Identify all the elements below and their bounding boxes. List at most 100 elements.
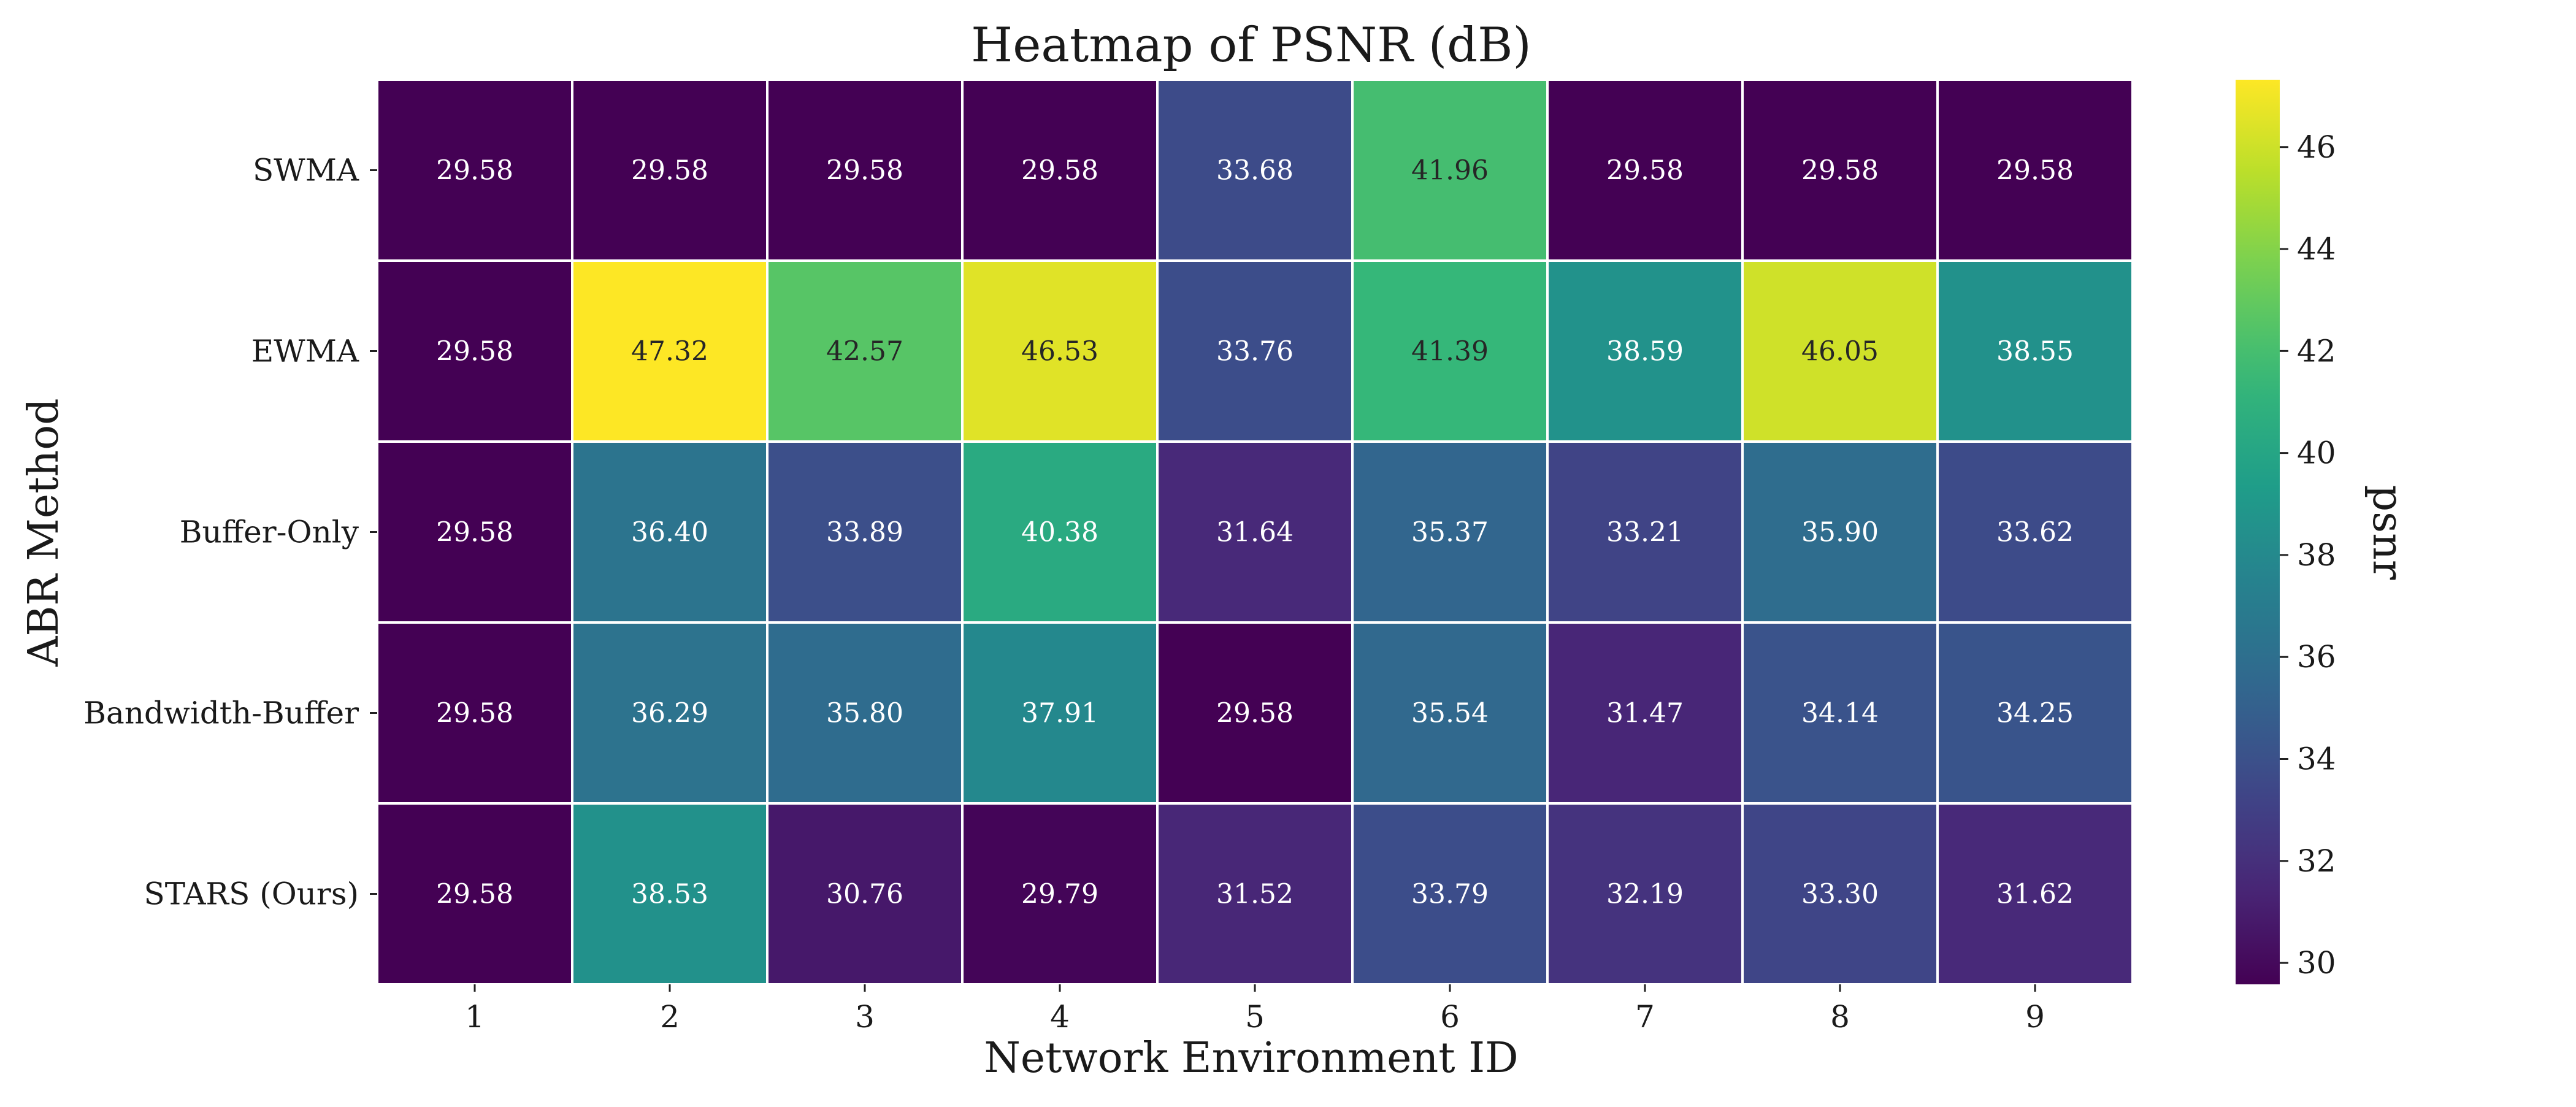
y-tick-label: SWMA	[253, 153, 359, 188]
colorbar-tick-label: 32	[2297, 843, 2336, 879]
heatmap-cell	[1351, 79, 1549, 262]
cell-value-label: 29.79	[1021, 879, 1098, 910]
cell-value-label: 29.58	[1801, 155, 1879, 186]
cell-value-label: 41.96	[1411, 155, 1489, 186]
heatmap-cell	[571, 79, 769, 262]
cell-value-label: 35.37	[1411, 517, 1489, 548]
cell-value-label: 38.55	[1996, 336, 2074, 367]
heatmap-cell	[376, 79, 573, 262]
heatmap-cell	[766, 802, 964, 986]
heatmap-cell	[961, 440, 1159, 624]
heatmap-cell	[376, 802, 573, 986]
colorbar-label: psnr	[2363, 485, 2412, 580]
colorbar-tick-label: 42	[2297, 333, 2336, 369]
colorbar-tick-label: 30	[2297, 945, 2336, 981]
cell-value-label: 31.52	[1216, 879, 1294, 910]
heatmap-cell	[1741, 79, 1939, 262]
colorbar-ticks: 30 32 34 36 38 40 42 44 46	[2280, 129, 2336, 981]
colorbar-tick-label: 44	[2297, 231, 2336, 267]
heatmap-cell	[571, 621, 769, 805]
cell-value-label: 29.58	[1606, 155, 1684, 186]
heatmap-cell	[376, 259, 573, 443]
cell-value-label: 33.76	[1216, 336, 1294, 367]
heatmap-cell	[1741, 621, 1939, 805]
cell-value-label: 36.40	[631, 517, 708, 548]
x-axis-label: Network Environment ID	[984, 1034, 1518, 1082]
heatmap-cell	[1936, 621, 2134, 805]
cell-value-label: 29.58	[826, 155, 903, 186]
heatmap-cell	[1936, 802, 2134, 986]
cell-value-label: 42.57	[826, 336, 903, 367]
cell-value-label: 35.80	[826, 698, 903, 729]
y-tick-label: STARS (Ours)	[144, 876, 359, 912]
heatmap-cell	[1156, 259, 1354, 443]
cell-value-label: 33.30	[1801, 879, 1879, 910]
x-tick-label: 2	[660, 999, 680, 1035]
cell-value-label: 46.05	[1801, 336, 1879, 367]
y-axis-ticks: SWMA EWMA Buffer-Only Bandwidth-Buffer STARS…	[83, 153, 377, 912]
cell-value-label: 33.21	[1606, 517, 1684, 548]
colorbar-tick-label: 36	[2297, 639, 2336, 675]
cell-value-label: 40.38	[1021, 517, 1098, 548]
y-axis-label: ABR Method	[20, 398, 68, 667]
heatmap-cell	[571, 802, 769, 986]
y-tick-label: EWMA	[251, 334, 359, 369]
heatmap-cell	[1936, 259, 2134, 443]
heatmap-cell	[1546, 440, 1744, 624]
cell-value-label: 32.19	[1606, 879, 1684, 910]
cell-value-label: 34.25	[1996, 698, 2074, 729]
heatmap-cells	[376, 79, 2134, 986]
cell-value-label: 38.59	[1606, 336, 1684, 367]
cell-value-label: 41.39	[1411, 336, 1489, 367]
colorbar-tick-label: 40	[2297, 435, 2336, 471]
cell-value-label: 33.68	[1216, 155, 1294, 186]
cell-value-label: 29.58	[436, 698, 513, 729]
cell-value-label: 33.62	[1996, 517, 2074, 548]
heatmap-cell	[766, 79, 964, 262]
x-tick-label: 1	[465, 999, 485, 1035]
cell-value-label: 29.58	[1996, 155, 2074, 186]
cell-value-label: 34.14	[1801, 698, 1879, 729]
cell-value-label: 31.64	[1216, 517, 1294, 548]
cell-value-label: 35.90	[1801, 517, 1879, 548]
colorbar-tick-label: 38	[2297, 537, 2336, 573]
heatmap-cell	[1546, 259, 1744, 443]
cell-value-label: 31.62	[1996, 879, 2074, 910]
cell-value-label: 29.58	[631, 155, 708, 186]
cell-value-label: 38.53	[631, 879, 708, 910]
heatmap-cell	[1351, 802, 1549, 986]
cell-value-label: 29.58	[436, 155, 513, 186]
cell-value-label: 46.53	[1021, 336, 1098, 367]
x-axis-ticks: 1 2 3 4 5 6 7 8 9	[465, 984, 2045, 1035]
heatmap-cell	[1156, 79, 1354, 262]
cell-value-label: 29.58	[1021, 155, 1098, 186]
heatmap-cell-labels: 29.58 29.58 29.58 29.58 33.68 41.96 29.58 29.58…	[436, 155, 2074, 910]
x-tick-label: 6	[1440, 999, 1460, 1035]
cell-value-label: 29.58	[436, 336, 513, 367]
y-tick-label: Bandwidth-Buffer	[83, 695, 359, 731]
heatmap-cell	[961, 259, 1159, 443]
cell-value-label: 33.89	[826, 517, 903, 548]
heatmap-cell	[961, 79, 1159, 262]
heatmap-cell	[1936, 440, 2134, 624]
heatmap-cell	[1546, 802, 1744, 986]
heatmap-cell	[766, 440, 964, 624]
cell-value-label: 33.79	[1411, 879, 1489, 910]
y-tick-label: Buffer-Only	[180, 515, 359, 550]
heatmap-cell	[1741, 259, 1939, 443]
heatmap-cell	[961, 621, 1159, 805]
chart-title: Heatmap of PSNR (dB)	[971, 18, 1531, 73]
cell-value-label: 36.29	[631, 698, 708, 729]
heatmap-cell	[961, 802, 1159, 986]
heatmap-cell	[766, 259, 964, 443]
cell-value-label: 29.58	[436, 517, 513, 548]
cell-value-label: 29.58	[436, 879, 513, 910]
colorbar	[2236, 80, 2280, 984]
colorbar-tick-label: 34	[2297, 741, 2336, 776]
x-tick-label: 7	[1635, 999, 1655, 1035]
x-tick-label: 4	[1050, 999, 1070, 1035]
cell-value-label: 30.76	[826, 879, 903, 910]
x-tick-label: 8	[1830, 999, 1850, 1035]
heatmap-cell	[571, 440, 769, 624]
